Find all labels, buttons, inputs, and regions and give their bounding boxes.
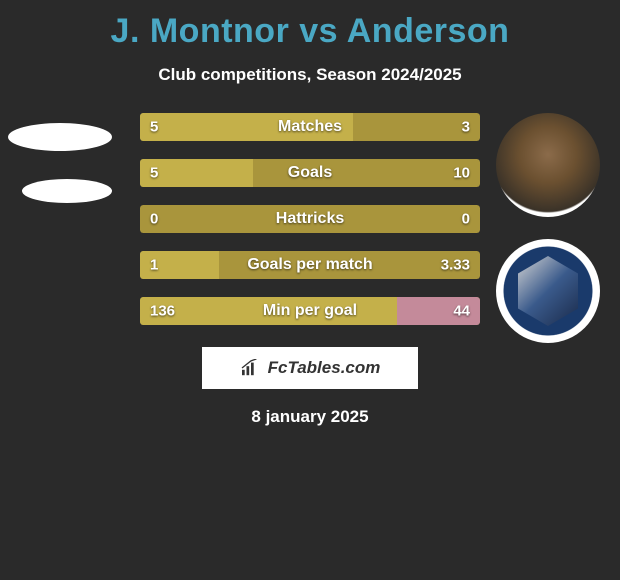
stat-row: 136 44 Min per goal [140,297,480,325]
stat-label: Min per goal [263,302,357,320]
stat-left-value: 136 [150,303,175,320]
player1-avatar-placeholder [8,123,112,151]
stat-right-value: 3.33 [441,257,470,274]
stat-left-value: 1 [150,257,158,274]
stat-row: 1 3.33 Goals per match [140,251,480,279]
page-title: J. Montnor vs Anderson [0,0,620,51]
stat-left-value: 5 [150,119,158,136]
fctables-chart-icon [240,359,262,377]
stat-right-value: 0 [462,211,470,228]
player2-avatar [496,113,600,217]
player1-club-placeholder [22,179,112,203]
stat-row: 5 3 Matches [140,113,480,141]
right-player-avatars [496,113,600,365]
stat-right-value: 10 [453,165,470,182]
stat-right-value: 3 [462,119,470,136]
left-player-avatars [8,113,112,203]
stat-label: Matches [278,118,342,136]
stat-label: Goals per match [247,256,372,274]
stat-label: Hattricks [276,210,344,228]
stat-row: 0 0 Hattricks [140,205,480,233]
subtitle: Club competitions, Season 2024/2025 [0,65,620,85]
stat-right-value: 44 [453,303,470,320]
player2-club-badge [496,239,600,343]
comparison-content: 5 3 Matches 5 10 Goals 0 0 Hattricks 1 3.33 Goals p… [0,113,620,325]
stat-bars: 5 3 Matches 5 10 Goals 0 0 Hattricks 1 3.33 Goals p… [140,113,480,325]
snapshot-date: 8 january 2025 [0,407,620,427]
stat-label: Goals [288,164,332,182]
source-logo-box: FcTables.com [202,347,418,389]
source-logo-text: FcTables.com [268,358,381,378]
stat-row: 5 10 Goals [140,159,480,187]
stat-left-value: 5 [150,165,158,182]
stat-left-value: 0 [150,211,158,228]
